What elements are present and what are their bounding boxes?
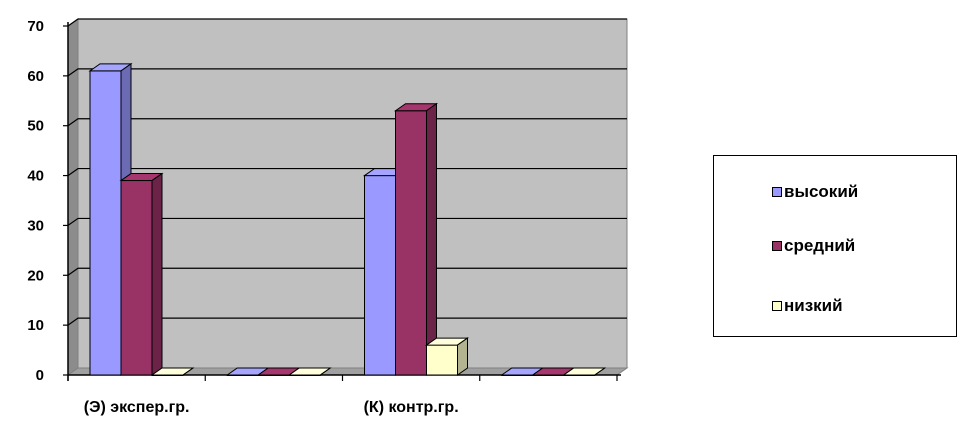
- bar-side: [457, 337, 468, 376]
- bar: [395, 110, 427, 376]
- legend-swatch-low: [772, 301, 782, 311]
- legend-label-low: низкий: [784, 296, 843, 315]
- y-tick-label: 70: [27, 18, 44, 35]
- gridline: [67, 167, 627, 177]
- bar: [426, 344, 458, 376]
- y-tick-label: 10: [27, 317, 44, 334]
- gridline: [67, 18, 627, 27]
- gridline: [67, 217, 627, 226]
- legend-label-medium: средний: [784, 236, 856, 255]
- y-tick-label: 20: [27, 267, 44, 284]
- legend-item-medium: средний: [772, 236, 855, 256]
- chart-legend: высокий средний низкий: [713, 155, 957, 337]
- legend-swatch-high: [772, 187, 782, 197]
- legend-label-high: высокий: [784, 182, 859, 201]
- legend-item-high: высокий: [772, 182, 858, 202]
- y-tick-label: 40: [27, 168, 44, 185]
- bar-side: [151, 172, 163, 376]
- legend-item-low: низкий: [772, 296, 843, 316]
- bar-side: [182, 367, 194, 376]
- y-tick-label: 30: [27, 217, 44, 234]
- bar-side: [426, 102, 437, 376]
- x-tick-label: (К) контр.гр.: [364, 399, 459, 416]
- y-tick-label: 0: [36, 367, 44, 384]
- bar: [120, 180, 153, 376]
- bar: [89, 70, 122, 376]
- legend-swatch-medium: [772, 241, 782, 251]
- gridline: [67, 68, 627, 77]
- y-tick-label: 60: [27, 68, 44, 85]
- x-tick-label: (Э) экспер.гр.: [84, 399, 190, 416]
- y-tick-label: 50: [27, 118, 44, 135]
- bar: [364, 175, 396, 376]
- gridline: [67, 317, 627, 326]
- bar-side: [594, 367, 606, 376]
- gridline: [67, 118, 627, 127]
- bar-side: [319, 367, 331, 376]
- gridline: [67, 267, 627, 276]
